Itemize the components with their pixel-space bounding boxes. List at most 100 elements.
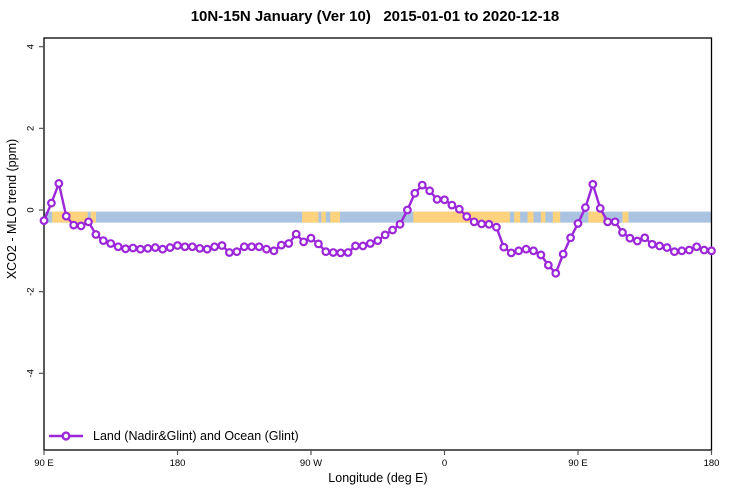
data-point	[432, 194, 442, 204]
data-point	[595, 203, 605, 213]
data-point	[284, 239, 294, 248]
data-point	[328, 248, 338, 257]
data-point	[306, 233, 316, 243]
data-point	[640, 233, 650, 243]
data-point	[425, 186, 435, 196]
data-point	[380, 230, 390, 240]
data-point	[54, 179, 64, 188]
data-point	[61, 211, 71, 221]
data-point	[618, 228, 627, 237]
data-point	[106, 239, 116, 248]
data-point	[417, 180, 427, 190]
data-point	[247, 242, 257, 252]
data-point	[529, 246, 538, 256]
data-point	[232, 247, 242, 257]
data-point	[276, 240, 286, 250]
data-point	[69, 220, 79, 230]
data-point	[351, 241, 360, 251]
data-point	[581, 203, 590, 212]
data-point	[558, 249, 568, 259]
data-point	[410, 188, 420, 198]
data-point	[388, 225, 397, 235]
data-point	[514, 246, 524, 256]
data-point	[588, 179, 598, 189]
data-point	[173, 241, 182, 250]
data-point	[358, 241, 368, 251]
data-point	[373, 236, 383, 246]
data-point	[336, 248, 346, 258]
legend: Land (Nadir&Glint) and Ocean (Glint)	[48, 429, 299, 443]
data-point	[462, 212, 472, 221]
x-tick-label: 0	[442, 458, 447, 469]
data-point	[84, 217, 93, 227]
map-strip-land-segment	[552, 211, 561, 223]
data-point	[610, 217, 620, 227]
data-point	[499, 242, 509, 252]
data-point	[76, 221, 86, 231]
data-point	[143, 243, 153, 253]
data-point	[477, 219, 486, 229]
map-strip-land-segment	[622, 211, 629, 223]
x-tick-label: 180	[170, 458, 186, 469]
data-point	[677, 246, 687, 256]
data-point	[299, 237, 308, 247]
data-point	[269, 246, 279, 256]
x-axis-label: Longitude (deg E)	[328, 471, 428, 485]
data-point	[91, 230, 101, 239]
data-point	[262, 244, 271, 254]
data-point	[165, 243, 175, 252]
data-point	[225, 248, 234, 257]
map-strip-ocean	[44, 211, 712, 223]
data-point	[543, 260, 553, 270]
y-tick-label: -2	[26, 287, 37, 295]
data-point	[632, 236, 642, 246]
data-point	[454, 204, 464, 214]
plot-box	[43, 37, 713, 451]
data-point	[202, 244, 212, 254]
data-point	[150, 243, 160, 252]
map-strip-land-segment	[302, 211, 319, 223]
data-point	[662, 243, 672, 252]
data-point	[395, 219, 405, 229]
data-point	[492, 222, 501, 232]
data-point	[692, 242, 702, 252]
data-point	[136, 244, 145, 254]
data-point	[699, 245, 709, 255]
y-tick-label: 4	[26, 44, 37, 49]
x-tick-label: 90 E	[34, 458, 54, 469]
map-strip-land-segment	[330, 211, 340, 223]
data-point	[573, 219, 583, 228]
data-point	[128, 243, 138, 253]
data-point	[506, 248, 516, 258]
data-point	[239, 242, 249, 252]
data-point	[121, 244, 130, 254]
x-tick-label: 90 E	[568, 458, 588, 469]
data-point	[707, 246, 716, 256]
y-tick-label: 2	[26, 126, 37, 131]
data-point	[98, 236, 108, 246]
y-axis-label: XCO2 - MLO trend (ppm)	[5, 138, 19, 280]
data-point	[47, 198, 56, 208]
data-point	[566, 233, 575, 243]
map-strip-land-segment	[413, 211, 510, 223]
data-point	[447, 200, 457, 210]
data-point	[321, 247, 331, 257]
data-point	[521, 244, 531, 254]
data-point	[625, 233, 635, 243]
map-strip-land-segment	[588, 211, 604, 223]
data-point	[158, 244, 168, 254]
data-point	[440, 195, 449, 205]
data-point	[113, 242, 123, 252]
legend-label: Land (Nadir&Glint) and Ocean (Glint)	[93, 429, 299, 443]
map-strip-land-segment	[514, 211, 521, 223]
y-tick-label: 0	[26, 207, 37, 212]
data-point	[314, 239, 323, 249]
data-point	[210, 242, 219, 252]
data-point	[647, 239, 657, 249]
data-point	[403, 205, 412, 215]
series-line	[42, 182, 712, 275]
y-tick-label: -4	[26, 369, 37, 377]
data-point	[670, 247, 679, 257]
data-point	[254, 242, 264, 252]
